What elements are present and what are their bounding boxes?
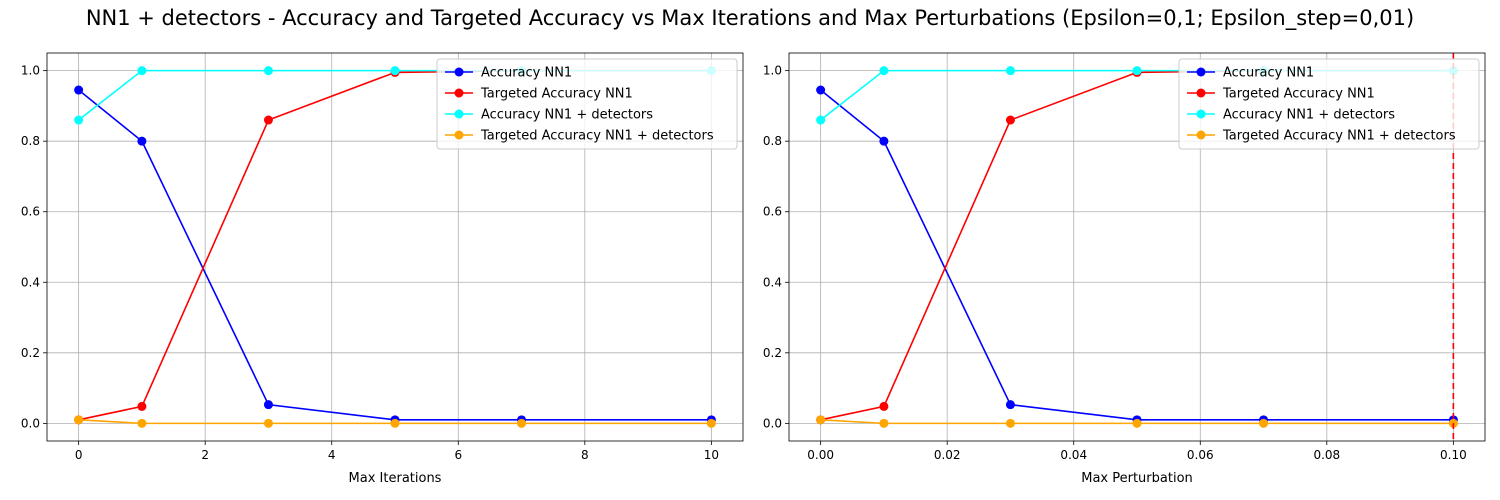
data-point xyxy=(879,66,889,76)
legend-swatch-marker xyxy=(1196,67,1206,77)
axes-frame xyxy=(46,52,744,442)
data-point xyxy=(706,418,716,428)
data-point xyxy=(1132,418,1142,428)
legend-entry-label: Targeted Accuracy NN1 + detectors xyxy=(1222,129,1456,144)
data-point xyxy=(74,115,84,125)
data-point xyxy=(1005,115,1015,125)
y-tick-label: 0.8 xyxy=(763,134,782,148)
axes-frame xyxy=(788,52,1486,442)
y-tick-label: 1.0 xyxy=(763,64,782,78)
series-line-1 xyxy=(820,89,1454,421)
data-point xyxy=(816,85,826,95)
data-point xyxy=(74,85,84,95)
legend-entry-label: Accuracy NN1 + detectors xyxy=(481,108,653,123)
series-line-4 xyxy=(820,419,1454,425)
x-tick-label: 0.10 xyxy=(1440,448,1467,462)
y-tick-label: 0.2 xyxy=(21,346,40,360)
subplot-2: 0.00 0.02 0.04 0.06 0.08 0.10 0.0 0.2 0.4 0.6 0.8 1… xyxy=(763,52,1486,486)
y-tick-label: 0.8 xyxy=(21,134,40,148)
x-tick-label: 0.02 xyxy=(934,448,961,462)
x-tick-label: 0.00 xyxy=(807,448,834,462)
x-axis-label: Max Perturbation xyxy=(1081,471,1193,486)
x-tick-label: 4 xyxy=(328,448,336,462)
x-tick-label: 0 xyxy=(75,448,83,462)
legend-entry-label: Targeted Accuracy NN1 xyxy=(480,87,633,102)
x-tick-label: 2 xyxy=(201,448,209,462)
legend-swatch-marker xyxy=(454,109,464,119)
data-point xyxy=(263,400,273,410)
y-tick-label: 0.0 xyxy=(763,416,782,430)
legend-entry-label: Accuracy NN1 xyxy=(481,66,572,81)
data-point xyxy=(137,66,147,76)
data-point xyxy=(1132,66,1142,76)
data-point xyxy=(1005,418,1015,428)
data-point xyxy=(879,136,889,146)
x-tick-label: 8 xyxy=(581,448,589,462)
y-tick-label: 0.6 xyxy=(21,205,40,219)
data-point xyxy=(879,418,889,428)
figure-title: NN1 + detectors - Accuracy and Targeted … xyxy=(85,6,1415,30)
subplot-1: 0 2 4 6 8 10 0.0 0.2 0.4 0.6 0.8 1.0 Max Iterations A… xyxy=(21,52,744,486)
series-line-1 xyxy=(78,89,712,421)
data-point xyxy=(816,415,826,425)
data-point xyxy=(816,115,826,125)
legend: Accuracy NN1 Targeted Accuracy NN1 Accurac… xyxy=(1178,58,1480,150)
x-tick-label: 6 xyxy=(454,448,462,462)
y-tick-label: 0.2 xyxy=(763,346,782,360)
x-tick-label: 0.08 xyxy=(1313,448,1340,462)
data-point xyxy=(390,418,400,428)
legend-entry-label: Targeted Accuracy NN1 + detectors xyxy=(480,129,714,144)
legend-swatch-marker xyxy=(454,130,464,140)
data-point xyxy=(390,66,400,76)
legend-swatch-marker xyxy=(1196,88,1206,98)
legend-entry-label: Accuracy NN1 + detectors xyxy=(1223,108,1395,123)
data-point xyxy=(1259,418,1269,428)
data-point xyxy=(1005,66,1015,76)
legend-entry-label: Accuracy NN1 xyxy=(1223,66,1314,81)
y-tick-label: 0.4 xyxy=(763,275,782,289)
y-tick-label: 1.0 xyxy=(21,64,40,78)
y-tick-label: 0.6 xyxy=(763,205,782,219)
y-tick-label: 0.0 xyxy=(21,416,40,430)
data-point xyxy=(137,418,147,428)
legend-box xyxy=(1178,58,1480,150)
legend-swatch-marker xyxy=(1196,109,1206,119)
x-tick-label: 0.06 xyxy=(1187,448,1214,462)
legend-box xyxy=(436,58,738,150)
legend-swatch-marker xyxy=(454,67,464,77)
data-point xyxy=(879,401,889,411)
data-point xyxy=(263,115,273,125)
y-tick-label: 0.4 xyxy=(21,275,40,289)
legend-entry-label: Targeted Accuracy NN1 xyxy=(1222,87,1375,102)
x-tick-label: 0.04 xyxy=(1060,448,1087,462)
data-point xyxy=(263,418,273,428)
data-point xyxy=(1005,400,1015,410)
data-point xyxy=(137,136,147,146)
series-line-4 xyxy=(78,419,712,425)
legend: Accuracy NN1 Targeted Accuracy NN1 Accurac… xyxy=(436,58,738,150)
legend-swatch-marker xyxy=(1196,130,1206,140)
legend-swatch-marker xyxy=(454,88,464,98)
data-point xyxy=(137,401,147,411)
data-point xyxy=(263,66,273,76)
data-point xyxy=(517,418,527,428)
data-point xyxy=(74,415,84,425)
x-tick-label: 10 xyxy=(704,448,719,462)
x-axis-label: Max Iterations xyxy=(349,471,442,486)
